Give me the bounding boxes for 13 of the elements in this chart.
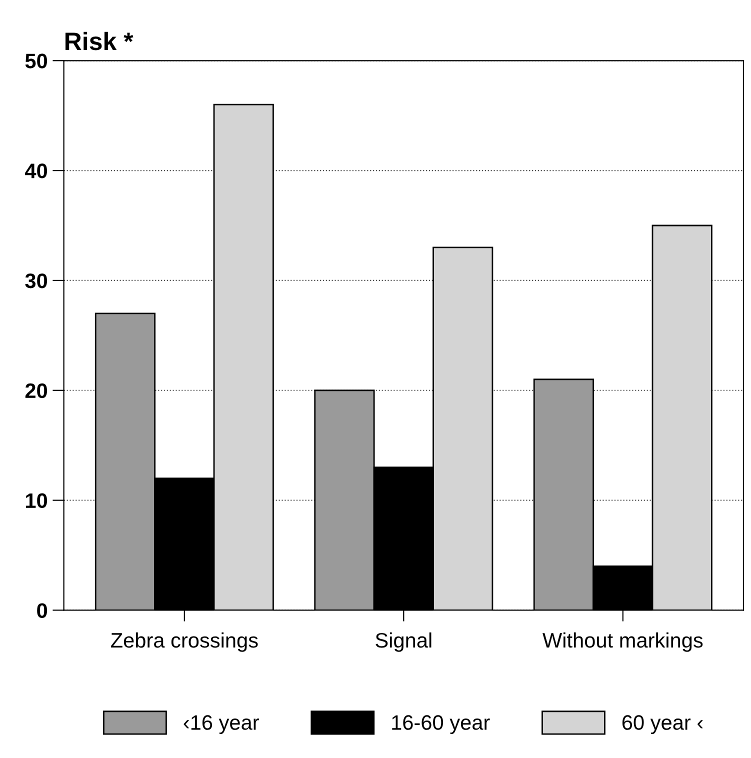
y-tick-label: 0 <box>37 603 48 618</box>
y-tick-label: 30 <box>25 273 48 288</box>
y-tick-label: 50 <box>25 54 48 68</box>
x-tick-label: Zebra crossings <box>110 632 258 652</box>
legend-label: ‹16 year <box>184 715 259 734</box>
x-tick-label: Signal <box>376 632 432 652</box>
legend-label: 16-60 year <box>392 715 490 734</box>
y-tick-label: 20 <box>25 383 48 398</box>
legend-label: 60 year ‹ <box>622 715 703 734</box>
y-axis-title: Risk * <box>66 32 134 50</box>
y-tick-label: 10 <box>26 493 48 508</box>
x-tick-label: Without markings <box>542 632 703 652</box>
y-tick-label: 40 <box>25 164 48 178</box>
